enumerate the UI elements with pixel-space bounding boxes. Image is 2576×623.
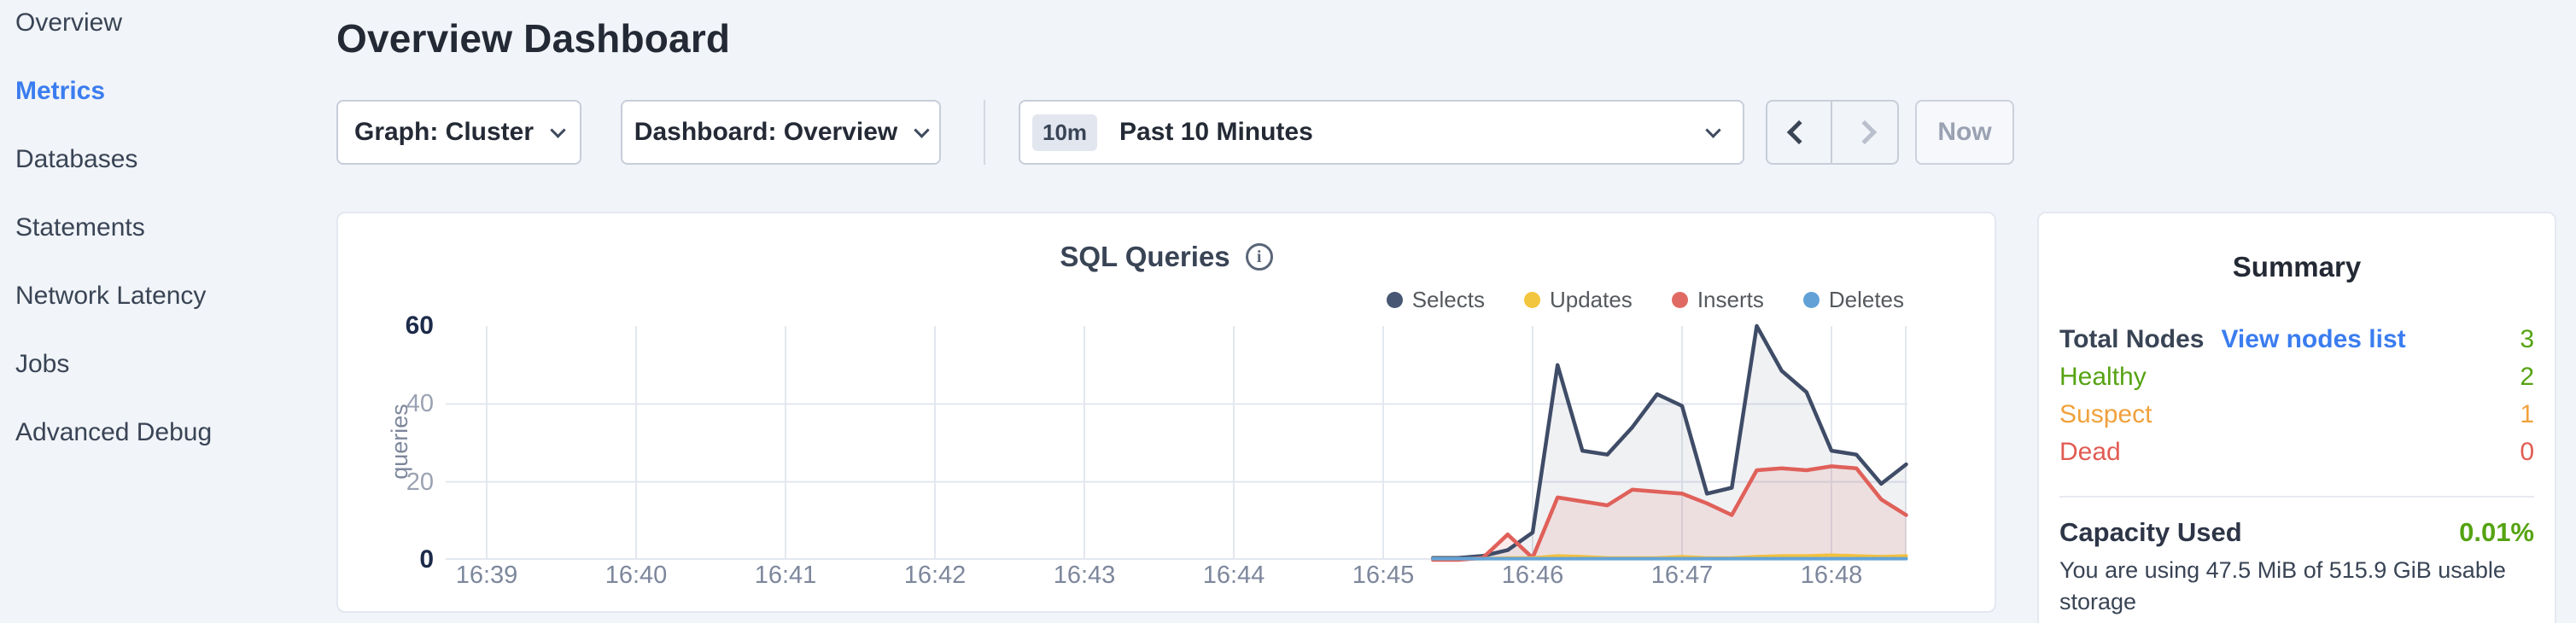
- legend-label: Selects: [1411, 287, 1485, 312]
- chevron-left-icon: [1786, 119, 1812, 145]
- time-range-selector[interactable]: 10m Past 10 Minutes: [1019, 100, 1744, 165]
- summary-rows: Total Nodes View nodes list 3 Healthy 2 Suspe…: [2059, 321, 2534, 471]
- chevron-down-icon: [550, 121, 566, 138]
- x-tick-16-43: 16:43: [1053, 562, 1116, 589]
- chart-legend: Selects Updates Inserts Deletes: [1347, 287, 1904, 313]
- capacity-used-value: 0.01%: [2459, 517, 2534, 547]
- sidebar-item-jobs[interactable]: Jobs: [15, 350, 70, 378]
- chevron-down-icon: [914, 121, 930, 138]
- summary-card: Summary Total Nodes View nodes list 3 Healt…: [2037, 212, 2556, 623]
- legend-item-inserts[interactable]: Inserts: [1671, 287, 1764, 313]
- summary-row-value: 2: [2520, 363, 2534, 391]
- chart-plot: [446, 323, 1908, 562]
- time-range-badge: 10m: [1032, 114, 1098, 151]
- x-tick-16-46: 16:46: [1501, 562, 1564, 589]
- summary-row-total-nodes: Total Nodes View nodes list 3: [2059, 321, 2534, 358]
- summary-row-healthy: Healthy 2: [2059, 358, 2534, 396]
- legend-label: Updates: [1549, 287, 1633, 312]
- info-icon[interactable]: i: [1245, 243, 1273, 271]
- x-tick-16-44: 16:44: [1202, 562, 1265, 589]
- time-step-forward-button[interactable]: [1832, 102, 1897, 163]
- series-line-inserts: [1431, 464, 1908, 562]
- capacity-used-label: Capacity Used: [2059, 517, 2242, 547]
- sidebar-nav: Overview Metrics Databases Statements Networ…: [0, 0, 335, 467]
- summary-row-label: Total Nodes: [2059, 325, 2205, 353]
- y-tick-40: 40: [406, 390, 434, 418]
- legend-item-deletes[interactable]: Deletes: [1802, 287, 1904, 313]
- x-tick-16-47: 16:47: [1650, 562, 1714, 589]
- y-tick-60: 60: [405, 312, 434, 340]
- x-tick-16-45: 16:45: [1352, 562, 1415, 589]
- summary-row-label: Healthy: [2059, 363, 2147, 391]
- now-button[interactable]: Now: [1915, 100, 2014, 165]
- x-tick-16-42: 16:42: [903, 562, 967, 589]
- series-area-inserts: [1433, 466, 1907, 560]
- dashboard-label: Dashboard: Overview: [634, 118, 898, 146]
- x-tick-16-48: 16:48: [1800, 562, 1863, 589]
- sidebar-item-databases[interactable]: Databases: [15, 145, 138, 173]
- summary-row-value: 0: [2520, 438, 2534, 466]
- time-range-label: Past 10 Minutes: [1119, 118, 1313, 146]
- graph-scope-label: Graph: Cluster: [353, 118, 534, 146]
- time-step-buttons: [1766, 100, 1899, 165]
- summary-row-value: 1: [2520, 400, 2534, 428]
- legend-dot-updates: [1523, 292, 1540, 308]
- legend-label: Inserts: [1697, 287, 1764, 312]
- capacity-description-line: capacity across all nodes.: [2059, 618, 2534, 623]
- capacity-description: You are using 47.5 MiB of 515.9 GiB usab…: [2059, 555, 2534, 623]
- x-tick-16-39: 16:39: [455, 562, 518, 589]
- chevron-right-icon: [1852, 119, 1878, 145]
- summary-row-label: Dead: [2059, 438, 2121, 466]
- legend-label: Deletes: [1828, 287, 1904, 312]
- sidebar-item-statements[interactable]: Statements: [15, 213, 145, 242]
- series-line-selects: [1431, 323, 1908, 560]
- graph-scope-dropdown[interactable]: Graph: Cluster: [336, 100, 581, 165]
- dashboard-dropdown[interactable]: Dashboard: Overview: [621, 100, 941, 165]
- capacity-row: Capacity Used 0.01%: [2059, 514, 2534, 551]
- summary-row-label: Suspect: [2059, 400, 2153, 428]
- summary-divider: [2059, 496, 2534, 498]
- summary-title: Summary: [2232, 251, 2362, 282]
- toolbar: Graph: Cluster Dashboard: Overview 10m P…: [0, 100, 2576, 165]
- x-tick-16-41: 16:41: [754, 562, 817, 589]
- chevron-down-icon: [1705, 121, 1721, 138]
- legend-item-selects[interactable]: Selects: [1386, 287, 1485, 313]
- summary-row-dead: Dead 0: [2059, 434, 2534, 471]
- sidebar: Overview Metrics Databases Statements Networ…: [0, 0, 335, 623]
- page-title: Overview Dashboard: [336, 16, 731, 61]
- time-step-back-button[interactable]: [1767, 102, 1832, 163]
- legend-dot-selects: [1386, 292, 1403, 308]
- x-tick-16-40: 16:40: [605, 562, 668, 589]
- y-tick-0: 0: [419, 545, 434, 574]
- sidebar-item-overview[interactable]: Overview: [15, 9, 123, 37]
- summary-row-suspect: Suspect 1: [2059, 396, 2534, 434]
- y-tick-20: 20: [406, 468, 434, 496]
- sidebar-item-advanced-debug[interactable]: Advanced Debug: [15, 418, 213, 446]
- view-nodes-list-link[interactable]: View nodes list: [2221, 325, 2406, 353]
- chart-title-row: SQL Queries i: [338, 241, 1995, 273]
- sidebar-item-network-latency[interactable]: Network Latency: [15, 282, 207, 310]
- legend-dot-deletes: [1802, 292, 1820, 308]
- capacity-description-line: You are using 47.5 MiB of 515.9 GiB usab…: [2059, 557, 2506, 614]
- summary-row-value: 3: [2520, 325, 2534, 353]
- legend-item-updates[interactable]: Updates: [1523, 287, 1633, 313]
- sidebar-item-metrics[interactable]: Metrics: [15, 77, 106, 105]
- chart-title: SQL Queries: [1060, 241, 1230, 272]
- toolbar-divider: [984, 100, 985, 165]
- legend-dot-inserts: [1671, 292, 1688, 308]
- series-area-selects: [1433, 326, 1907, 560]
- sql-queries-chart-card: SQL Queries i Selects Updates Inserts Delet…: [336, 212, 1996, 613]
